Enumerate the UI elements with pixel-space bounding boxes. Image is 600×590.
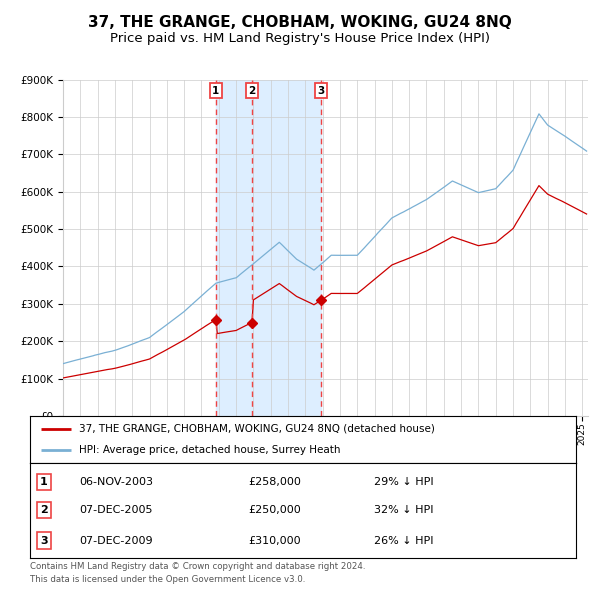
Text: 1: 1 — [40, 477, 47, 487]
Text: 1: 1 — [212, 86, 220, 96]
Text: HPI: Average price, detached house, Surrey Heath: HPI: Average price, detached house, Surr… — [79, 445, 341, 455]
Text: £250,000: £250,000 — [248, 506, 301, 515]
Text: 2: 2 — [40, 506, 47, 515]
Text: 37, THE GRANGE, CHOBHAM, WOKING, GU24 8NQ (detached house): 37, THE GRANGE, CHOBHAM, WOKING, GU24 8N… — [79, 424, 435, 434]
Text: 26% ↓ HPI: 26% ↓ HPI — [374, 536, 433, 546]
Text: 06-NOV-2003: 06-NOV-2003 — [79, 477, 153, 487]
Text: Contains HM Land Registry data © Crown copyright and database right 2024.: Contains HM Land Registry data © Crown c… — [30, 562, 365, 571]
Text: £310,000: £310,000 — [248, 536, 301, 546]
Text: 3: 3 — [40, 536, 47, 546]
Text: 32% ↓ HPI: 32% ↓ HPI — [374, 506, 433, 515]
Text: Price paid vs. HM Land Registry's House Price Index (HPI): Price paid vs. HM Land Registry's House … — [110, 32, 490, 45]
Text: £258,000: £258,000 — [248, 477, 301, 487]
Text: This data is licensed under the Open Government Licence v3.0.: This data is licensed under the Open Gov… — [30, 575, 305, 584]
Text: 29% ↓ HPI: 29% ↓ HPI — [374, 477, 434, 487]
Text: 07-DEC-2005: 07-DEC-2005 — [79, 506, 152, 515]
Bar — [216, 80, 321, 416]
Text: 07-DEC-2009: 07-DEC-2009 — [79, 536, 153, 546]
Text: 37, THE GRANGE, CHOBHAM, WOKING, GU24 8NQ: 37, THE GRANGE, CHOBHAM, WOKING, GU24 8N… — [88, 15, 512, 30]
Text: 3: 3 — [317, 86, 325, 96]
Text: 2: 2 — [248, 86, 256, 96]
